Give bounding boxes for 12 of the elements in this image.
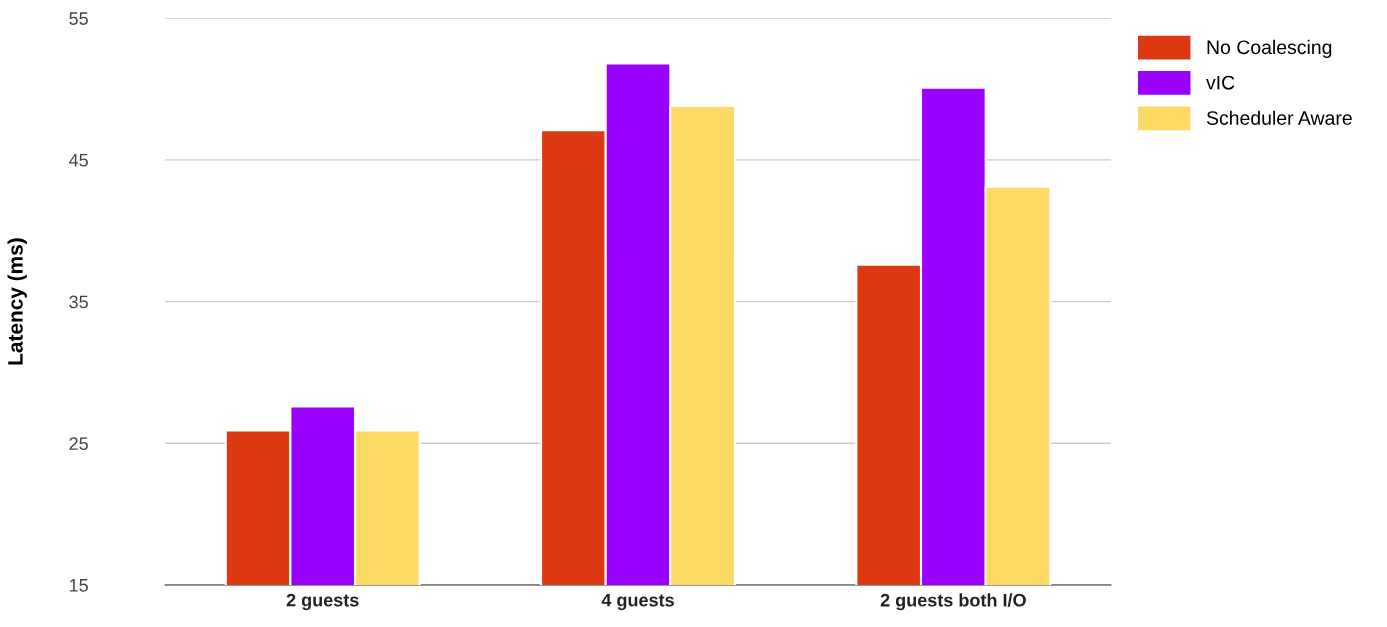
legend-label: No Coalescing xyxy=(1207,39,1332,58)
x-tick-label: 4 guests xyxy=(601,593,674,611)
x-tick-label: 2 guests both I/O xyxy=(880,593,1026,611)
y-tick-label: 15 xyxy=(69,579,88,592)
y-tick-label: 45 xyxy=(69,154,88,167)
y-axis-title: Latency (ms) xyxy=(7,238,27,365)
y-tick-label: 35 xyxy=(69,295,88,309)
legend-label: vIC xyxy=(1206,75,1235,90)
x-tick-label: 2 guests xyxy=(286,593,359,611)
legend-label: Scheduler Aware xyxy=(1206,110,1352,125)
y-tick-label: 55 xyxy=(69,12,88,25)
y-tick-label: 25 xyxy=(69,437,88,451)
